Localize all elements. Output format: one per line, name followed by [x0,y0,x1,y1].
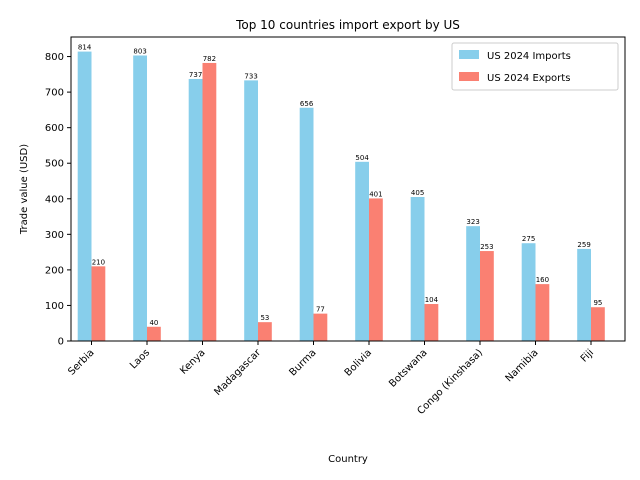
x-tick-label: Namibia [504,347,541,384]
legend: US 2024 Imports US 2024 Exports [451,42,619,91]
legend-label-imports: US 2024 Imports [487,51,571,62]
data-label: 40 [149,319,158,327]
y-tick-label: 400 [45,194,64,205]
x-tick-label: Kenya [178,347,207,376]
plot-area: 814 803 737 733 656 504 405 323 275 259 210 40 782 53… [77,44,605,341]
y-tick-label: 700 [45,88,64,99]
data-label: 77 [316,306,325,314]
bar-imports [188,78,203,341]
bar-exports [591,307,605,341]
bar-exports [258,322,272,341]
x-tick-label: Laos [128,347,152,371]
data-label: 782 [203,55,216,63]
bar-exports [535,284,550,341]
legend-swatch-imports [459,50,479,59]
bar-imports [521,243,536,341]
data-label: 656 [300,100,314,108]
legend-box [451,42,619,91]
y-tick-label: 200 [45,265,64,276]
data-label: 803 [133,47,146,55]
data-label: 733 [244,72,257,80]
bar-imports [77,51,92,341]
y-axis: 0 100 200 300 400 500 600 700 800 [45,52,71,348]
data-label: 53 [260,314,269,322]
bar-exports [424,304,439,341]
y-tick-label: 100 [45,301,64,312]
data-label: 504 [355,154,369,162]
bar-imports [466,226,480,341]
chart-title: Top 10 countries import export by US [235,18,460,32]
x-tick-label: Burma [287,347,318,378]
bar-imports [244,80,258,341]
data-label: 814 [78,44,92,52]
bar-imports [577,248,591,341]
data-label: 737 [189,71,202,79]
y-tick-label: 0 [58,337,64,348]
bar-imports [410,197,425,341]
legend-label-exports: US 2024 Exports [487,73,570,84]
bar-exports [91,266,106,341]
x-axis-label: Country [328,454,368,465]
x-tick-label: Fiji [579,347,596,364]
plot-frame [70,36,626,342]
data-label: 210 [92,258,105,266]
y-tick-label: 600 [45,123,64,134]
bar-exports [202,62,217,341]
x-tick-label: Madagascar [212,347,263,398]
data-label: 160 [536,276,549,284]
data-label: 104 [425,296,439,304]
x-axis: Serbia Laos Kenya Madagascar Burma Bolivia Bot… [66,341,596,417]
data-label: 95 [593,299,602,307]
data-label: 401 [369,190,382,198]
bar-imports [299,107,314,341]
y-tick-label: 800 [45,52,64,63]
data-label: 275 [522,235,535,243]
data-label: 259 [577,241,590,249]
data-label: 323 [466,218,479,226]
data-label: 253 [480,243,493,251]
x-tick-label: Botswana [387,347,429,389]
bar-imports [355,161,369,341]
y-tick-label: 500 [45,159,64,170]
bar-exports [313,313,328,341]
data-label: 405 [411,189,424,197]
x-tick-label: Serbia [66,347,96,377]
y-axis-label: Trade value (USD) [19,144,30,235]
y-tick-label: 300 [45,230,64,241]
bar-exports [369,198,383,341]
legend-swatch-exports [459,72,479,81]
bar-exports [480,251,494,341]
bar-exports [147,326,161,341]
bar-imports [133,55,147,341]
x-tick-label: Bolivia [343,347,374,378]
